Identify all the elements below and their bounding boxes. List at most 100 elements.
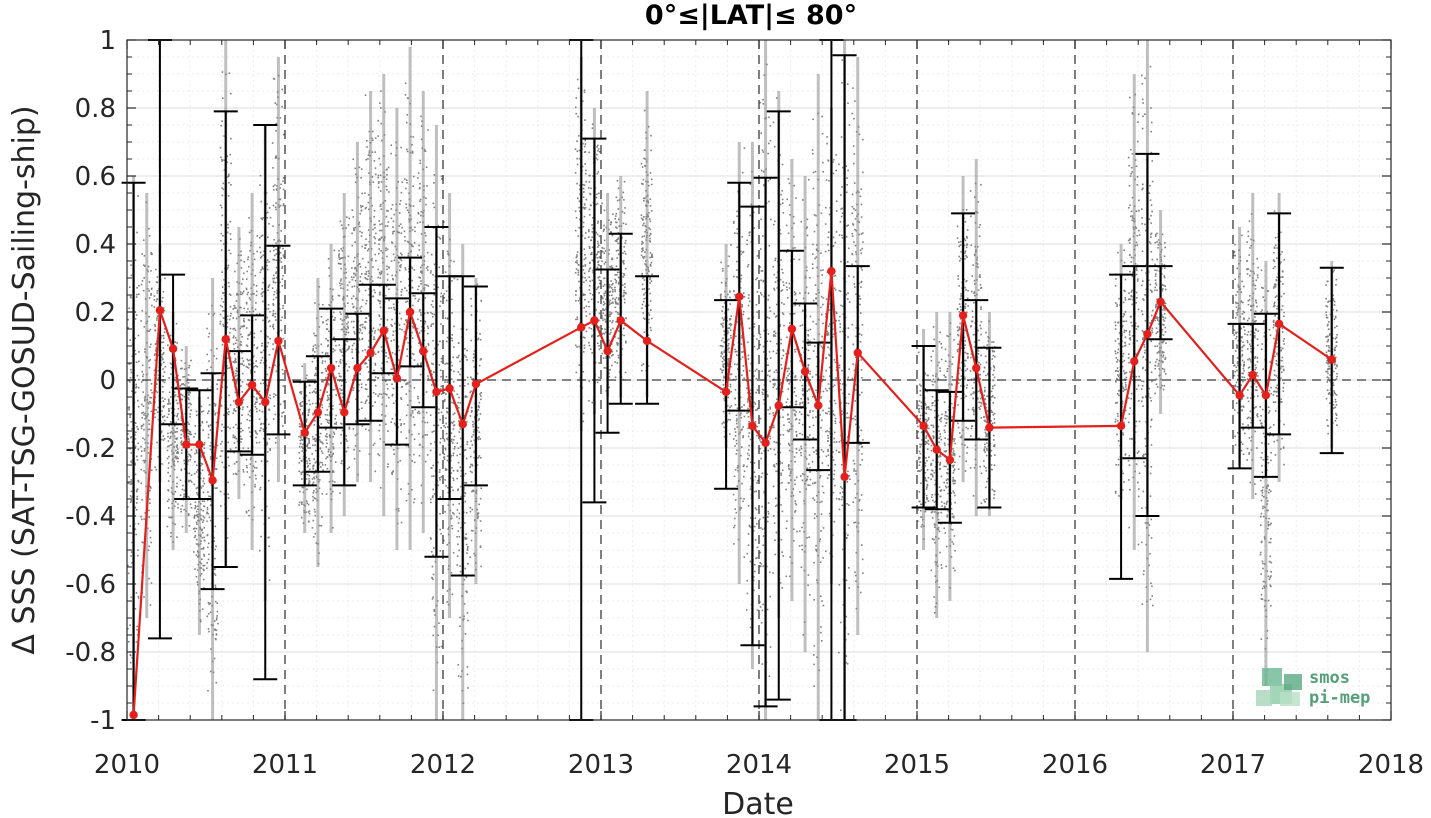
scatter-point [193, 483, 196, 486]
scatter-point [137, 522, 140, 525]
scatter-point [326, 328, 329, 331]
scatter-point [279, 252, 282, 254]
scatter-point [246, 406, 249, 408]
scatter-point [134, 473, 137, 476]
scatter-point [127, 482, 130, 485]
scatter-point [480, 529, 482, 532]
scatter-point [341, 319, 344, 322]
scatter-point [219, 455, 222, 458]
scatter-point [432, 306, 434, 308]
scatter-point [335, 414, 337, 417]
scatter-point [208, 516, 211, 519]
scatter-point [360, 235, 363, 237]
scatter-point [345, 317, 348, 320]
scatter-point [219, 204, 222, 207]
scatter-point [425, 284, 428, 286]
scatter-point [591, 259, 594, 262]
scatter-point [431, 315, 434, 318]
scatter-point [582, 336, 585, 339]
scatter-point [267, 308, 270, 310]
scatter-point [392, 334, 394, 336]
scatter-point [313, 472, 315, 475]
scatter-point [347, 302, 349, 304]
scatter-point [625, 292, 627, 295]
scatter-point [445, 432, 448, 435]
scatter-point [359, 324, 362, 327]
scatter-point [617, 313, 620, 316]
scatter-point [147, 270, 150, 273]
scatter-point [127, 432, 129, 435]
scatter-point [364, 244, 367, 246]
scatter-point [229, 404, 232, 406]
scatter-point [129, 414, 131, 417]
scatter-point [387, 430, 389, 432]
scatter-point [261, 266, 264, 268]
scatter-point [603, 224, 605, 227]
scatter-point [403, 230, 406, 233]
scatter-point [597, 263, 600, 266]
scatter-point [256, 392, 258, 395]
scatter-point [325, 319, 328, 322]
scatter-point [450, 515, 452, 517]
scatter-point [456, 564, 459, 566]
scatter-point [411, 337, 414, 339]
scatter-point [255, 285, 258, 287]
scatter-point [379, 293, 381, 296]
scatter-point [367, 270, 370, 272]
scatter-point [188, 453, 190, 456]
scatter-point [410, 266, 413, 269]
scatter-point [170, 431, 173, 433]
scatter-point [305, 419, 308, 422]
scatter-point [260, 460, 263, 462]
scatter-point [314, 449, 317, 452]
scatter-point [236, 311, 239, 313]
scatter-point [311, 453, 314, 455]
scatter-point [202, 477, 205, 480]
scatter-point [584, 264, 587, 266]
scatter-point [313, 356, 316, 359]
scatter-point [439, 478, 441, 481]
scatter-point [431, 300, 434, 302]
scatter-point [207, 689, 209, 692]
scatter-point [266, 316, 269, 319]
scatter-point [301, 501, 303, 504]
scatter-point [469, 455, 472, 458]
scatter-point [612, 327, 614, 330]
scatter-point [406, 97, 409, 100]
scatter-point [601, 328, 603, 330]
scatter-point [394, 245, 397, 248]
scatter-point [222, 317, 225, 319]
scatter-point [190, 409, 192, 412]
scatter-point [176, 448, 179, 450]
scatter-point [444, 448, 447, 451]
scatter-point [354, 421, 357, 423]
scatter-point [420, 138, 423, 141]
scatter-point [201, 469, 204, 471]
scatter-point [130, 460, 132, 463]
scatter-point [202, 521, 204, 524]
scatter-point [345, 277, 347, 279]
scatter-point [380, 318, 382, 320]
scatter-point [129, 436, 132, 439]
scatter-point [164, 277, 166, 280]
scatter-point [311, 402, 314, 405]
scatter-point [385, 405, 388, 407]
scatter-point [282, 203, 285, 205]
scatter-point [405, 321, 408, 323]
scatter-point [202, 578, 205, 581]
scatter-point [472, 420, 474, 423]
scatter-point [598, 319, 600, 322]
scatter-point [259, 246, 261, 249]
scatter-point [201, 558, 203, 560]
scatter-point [164, 398, 166, 401]
scatter-point [128, 409, 130, 411]
scatter-point [617, 354, 620, 357]
scatter-point [412, 294, 415, 297]
scatter-point [260, 351, 262, 354]
scatter-point [394, 256, 397, 259]
scatter-point [458, 535, 461, 538]
scatter-point [371, 151, 374, 153]
scatter-point [590, 239, 592, 242]
scatter-point [179, 384, 182, 387]
scatter-point [129, 525, 132, 527]
